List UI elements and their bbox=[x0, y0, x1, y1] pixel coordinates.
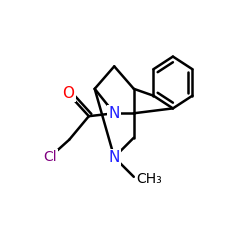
Text: O: O bbox=[62, 86, 74, 101]
Text: N: N bbox=[108, 106, 120, 121]
Text: CH₃: CH₃ bbox=[136, 172, 162, 186]
Text: N: N bbox=[108, 150, 120, 165]
Text: Cl: Cl bbox=[43, 150, 57, 164]
